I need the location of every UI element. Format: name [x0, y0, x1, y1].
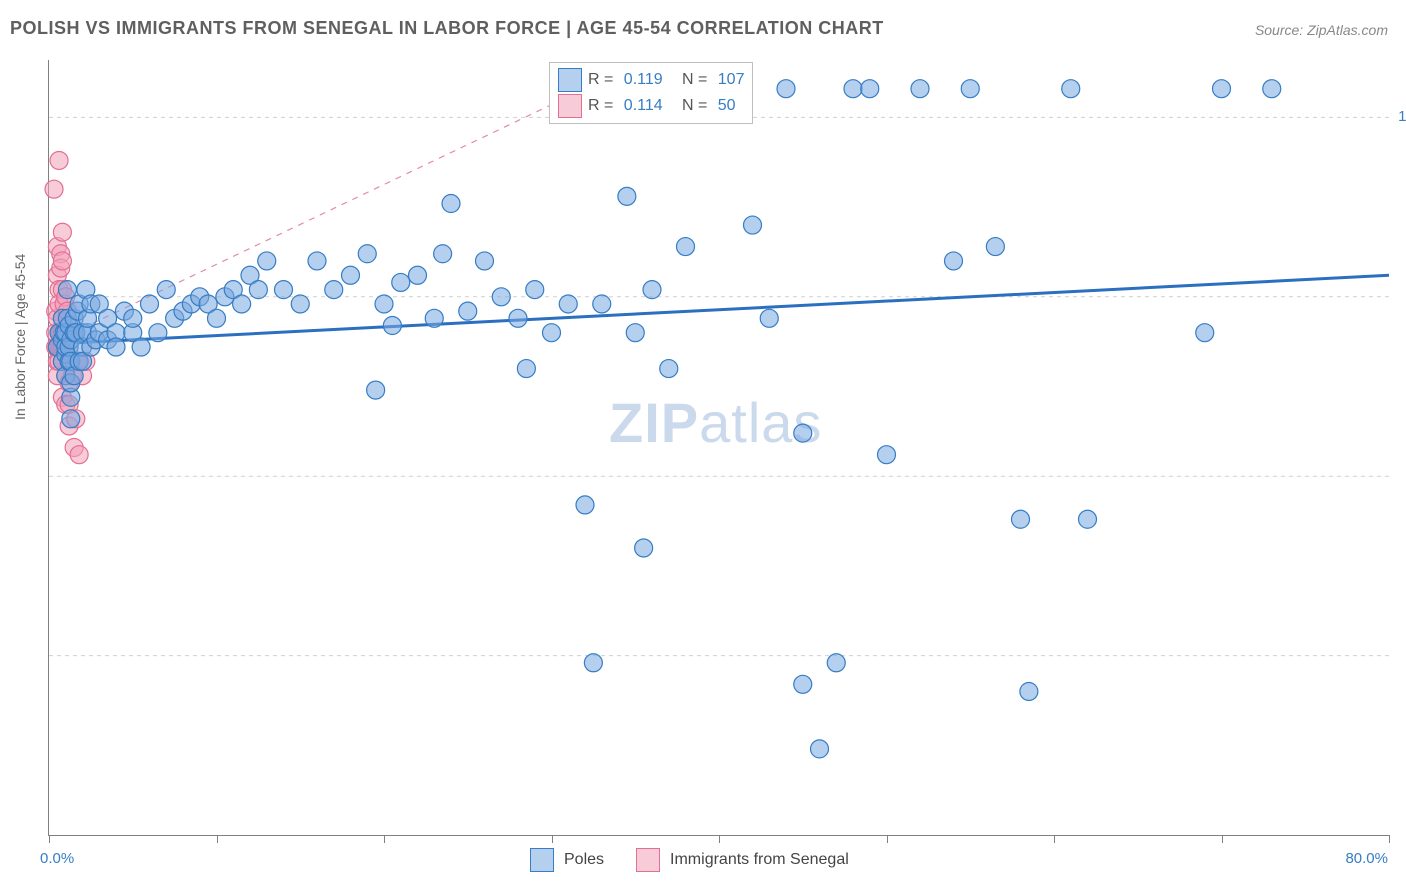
gridlines	[49, 117, 1389, 655]
x-tick	[217, 835, 218, 843]
x-tick	[887, 835, 888, 843]
x-tick	[1222, 835, 1223, 843]
x-tick	[49, 835, 50, 843]
x-tick	[1054, 835, 1055, 843]
legend-R-value-poles: 0.119	[624, 71, 663, 89]
legend-row-poles: R = 0.119 N = 107	[558, 67, 744, 93]
x-axis-max-label: 80.0%	[1345, 850, 1388, 867]
scatter-points-poles	[48, 80, 1280, 758]
legend-R-value-senegal: 0.114	[624, 97, 663, 115]
x-tick	[384, 835, 385, 843]
legend-swatch-senegal	[558, 94, 582, 118]
x-tick	[552, 835, 553, 843]
chart-svg	[49, 60, 1389, 835]
legend-row-senegal: R = 0.114 N = 50	[558, 93, 744, 119]
legend-N-value-senegal: 50	[718, 97, 736, 115]
x-tick	[1389, 835, 1390, 843]
legend-N-value-poles: 107	[718, 71, 745, 89]
legend-swatch-poles-bottom	[530, 848, 554, 872]
legend-R-label-poles: R =	[588, 71, 618, 89]
legend-N-label-senegal: N =	[669, 97, 712, 115]
legend-label-senegal: Immigrants from Senegal	[670, 851, 849, 869]
legend-R-label-senegal: R =	[588, 97, 618, 115]
x-tick	[719, 835, 720, 843]
legend-correlation: R = 0.119 N = 107 R = 0.114 N = 50	[549, 62, 753, 124]
source-attribution: Source: ZipAtlas.com	[1255, 22, 1388, 38]
y-tick-label: 100.0%	[1398, 108, 1406, 125]
plot-area: ZIPatlas R = 0.119 N = 107 R = 0.114 N =…	[48, 60, 1389, 836]
chart-title: POLISH VS IMMIGRANTS FROM SENEGAL IN LAB…	[10, 18, 884, 39]
y-axis-title: In Labor Force | Age 45-54	[12, 254, 28, 420]
legend-label-poles: Poles	[564, 851, 604, 869]
legend-series: Poles Immigrants from Senegal	[530, 848, 849, 872]
x-axis-min-label: 0.0%	[40, 850, 74, 867]
legend-swatch-poles	[558, 68, 582, 92]
legend-swatch-senegal-bottom	[636, 848, 660, 872]
legend-N-label-poles: N =	[669, 71, 712, 89]
